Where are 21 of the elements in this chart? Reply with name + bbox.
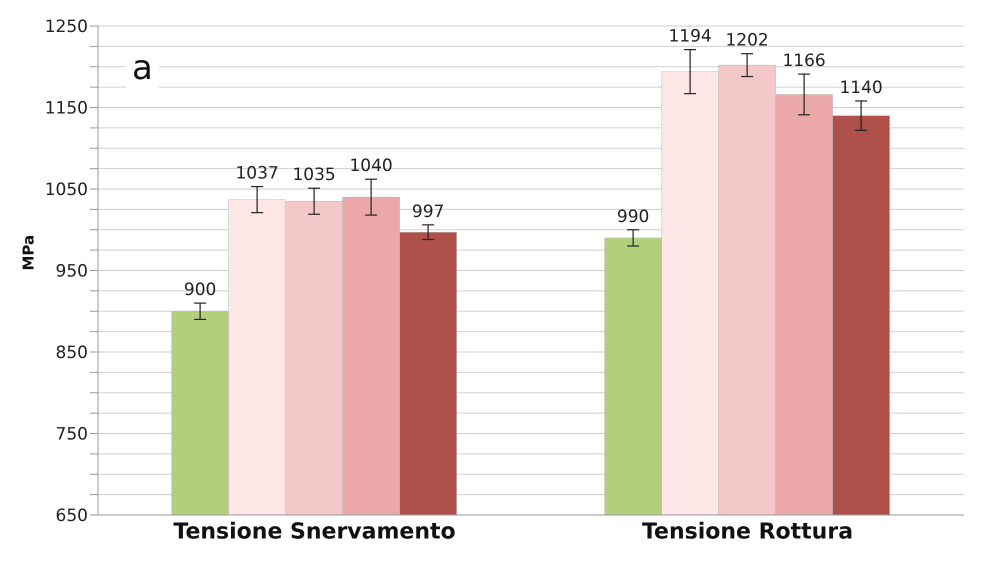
data-label: 900 <box>184 280 216 300</box>
y-tick-label: 850 <box>56 343 88 364</box>
data-label: 1035 <box>292 165 336 186</box>
annotation: a <box>126 48 159 88</box>
y-axis-title: MPa <box>19 234 38 270</box>
data-label: 990 <box>616 206 650 227</box>
x-tick-label: Tensione Rottura <box>642 520 854 545</box>
data-label: 997 <box>412 202 444 222</box>
y-tick-label: 1150 <box>44 98 88 119</box>
y-tick-label: 950 <box>56 262 88 282</box>
data-label: 1140 <box>839 78 883 98</box>
data-label: 1166 <box>782 51 826 72</box>
data-label: 1040 <box>349 156 393 176</box>
y-tick-label: 650 <box>56 506 88 526</box>
y-tick-label: 750 <box>56 424 88 445</box>
data-label: 1037 <box>235 164 279 184</box>
y-tick-label: 1250 <box>44 17 88 38</box>
y-tick-label: 1050 <box>44 180 88 200</box>
data-label: 1194 <box>668 26 712 47</box>
data-label: 1202 <box>725 30 769 51</box>
x-tick-label: Tensione Snervamento <box>173 520 456 545</box>
